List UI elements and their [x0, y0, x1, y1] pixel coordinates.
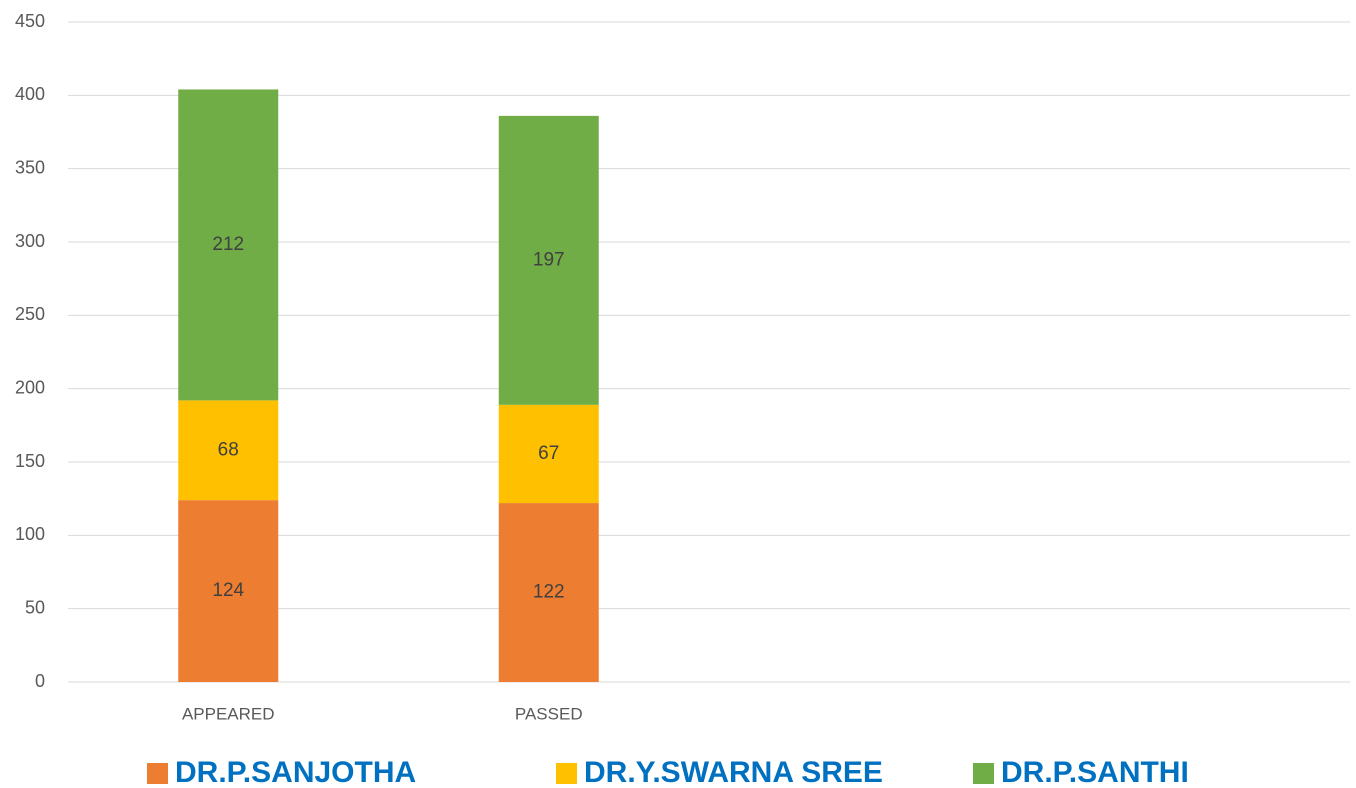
data-label: 67 [538, 443, 559, 464]
legend-swatch [147, 763, 168, 784]
data-label: 68 [218, 439, 239, 460]
y-tick-label: 0 [35, 671, 45, 691]
y-tick-label: 350 [15, 157, 45, 177]
bar-segment [498, 404, 599, 504]
bar-segment [178, 500, 279, 682]
bar-segment [178, 400, 279, 501]
bar-segment [498, 115, 599, 405]
data-label: 197 [533, 249, 565, 270]
y-tick-label: 150 [15, 451, 45, 471]
y-tick-label: 200 [15, 377, 45, 397]
legend-swatch [973, 763, 994, 784]
legend-swatch [556, 763, 577, 784]
y-tick-label: 400 [15, 84, 45, 104]
y-tick-label: 450 [15, 11, 45, 31]
data-label: 212 [212, 234, 244, 255]
bar-segment [498, 503, 599, 682]
legend-label: DR.P.SANTHI [1001, 756, 1189, 788]
y-tick-label: 100 [15, 524, 45, 544]
x-tick-label: PASSED [515, 704, 583, 723]
data-label: 122 [533, 582, 565, 603]
data-label: 124 [212, 580, 244, 601]
bar-segment [178, 89, 279, 401]
y-tick-label: 250 [15, 304, 45, 324]
legend-label: DR.Y.SWARNA SREE [584, 756, 883, 788]
x-tick-label: APPEARED [182, 704, 275, 723]
y-tick-label: 50 [25, 597, 45, 617]
y-tick-label: 300 [15, 231, 45, 251]
legend-label: DR.P.SANJOTHA [175, 756, 416, 788]
